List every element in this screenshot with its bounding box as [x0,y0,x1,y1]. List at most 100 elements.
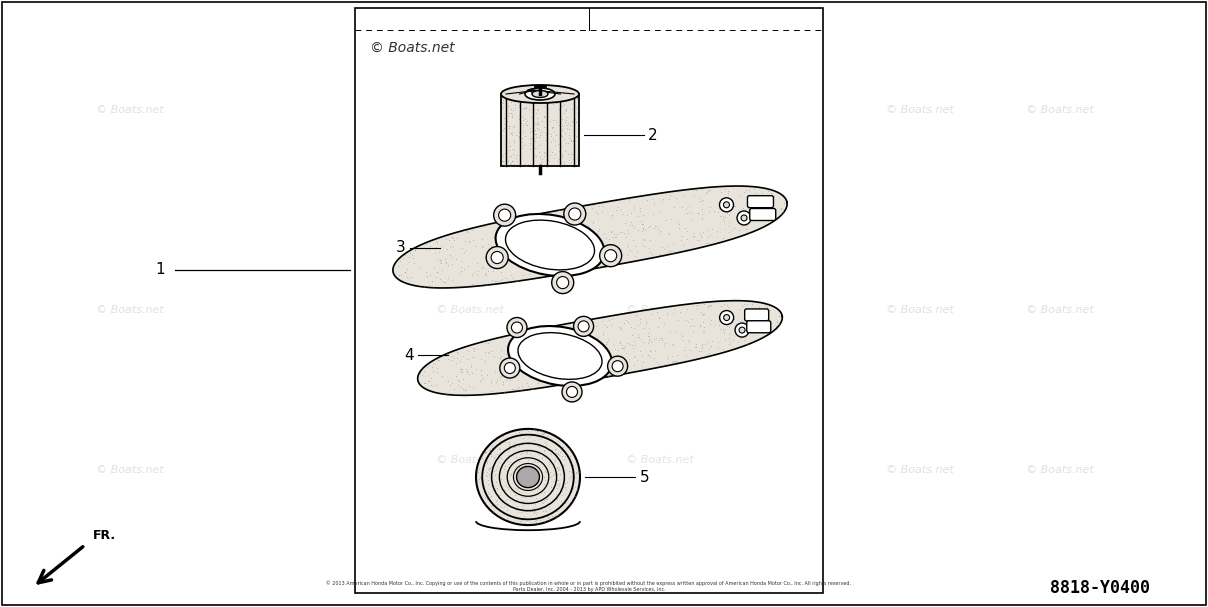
Point [483,507,503,517]
Point [486,276,505,286]
Point [627,247,646,257]
Point [512,222,532,232]
Point [644,198,663,208]
Point [480,250,499,260]
Point [493,96,512,106]
Point [551,157,570,167]
Point [657,308,676,317]
Point [553,442,573,452]
Point [667,193,686,203]
Point [515,219,534,228]
Point [577,336,597,346]
Point [591,261,610,271]
Point [426,267,446,277]
Point [509,238,528,248]
Point [731,190,750,200]
Point [568,484,587,493]
Point [625,336,644,346]
Point [498,475,517,485]
Point [527,496,546,506]
Point [516,453,535,463]
Text: 2: 2 [647,127,657,143]
Point [676,351,696,361]
Point [530,515,550,525]
Point [487,495,506,505]
Point [488,242,507,252]
Point [541,504,561,514]
Point [535,437,554,447]
Text: Parts Dealer, Inc. 2004 - 2013 by APD Wholesale Services, Inc.: Parts Dealer, Inc. 2004 - 2013 by APD Wh… [512,586,666,591]
Point [512,385,532,395]
Point [634,235,654,245]
Point [524,93,544,103]
Point [552,124,571,134]
Point [569,152,588,161]
Point [654,194,673,204]
Point [422,373,441,383]
Point [524,104,544,114]
Point [588,226,608,236]
Point [490,448,510,458]
Point [733,319,753,329]
Point [579,265,598,274]
Point [559,134,579,143]
Point [586,208,605,217]
Point [563,117,582,126]
Point [506,245,525,255]
Point [534,472,553,482]
Point [517,446,536,456]
Point [676,205,696,214]
Point [602,209,621,219]
Point [513,497,533,506]
Point [402,272,422,282]
Point [540,117,559,126]
Point [471,371,490,381]
Point [640,222,660,231]
Point [483,275,503,285]
Point [457,367,476,376]
Point [631,346,650,356]
Point [715,324,734,334]
Point [614,344,633,353]
Point [452,243,471,253]
Point [482,387,501,396]
Point [681,314,701,324]
Point [701,230,720,240]
Circle shape [562,382,582,402]
Point [538,511,557,521]
Point [496,375,516,385]
Point [545,232,564,242]
Point [503,130,522,140]
Point [480,497,499,507]
Point [767,317,786,327]
Point [447,358,466,367]
Point [691,307,710,317]
Point [506,228,525,237]
Point [457,345,476,354]
Point [511,518,530,527]
Point [417,239,436,249]
Point [528,449,547,459]
Point [683,208,702,218]
Point [414,282,434,291]
Circle shape [739,327,745,333]
Point [525,265,545,274]
Point [579,347,598,357]
Point [395,268,414,277]
Point [548,206,568,215]
Point [436,259,455,268]
Point [451,357,470,367]
Point [544,476,563,486]
Point [567,154,586,163]
Point [598,337,617,347]
Point [527,117,546,127]
Point [496,466,516,476]
Point [697,188,716,197]
Point [484,466,504,476]
Point [627,332,646,342]
Point [622,340,641,350]
Point [511,363,530,373]
Point [760,305,779,314]
Point [772,205,791,214]
Point [487,496,506,506]
